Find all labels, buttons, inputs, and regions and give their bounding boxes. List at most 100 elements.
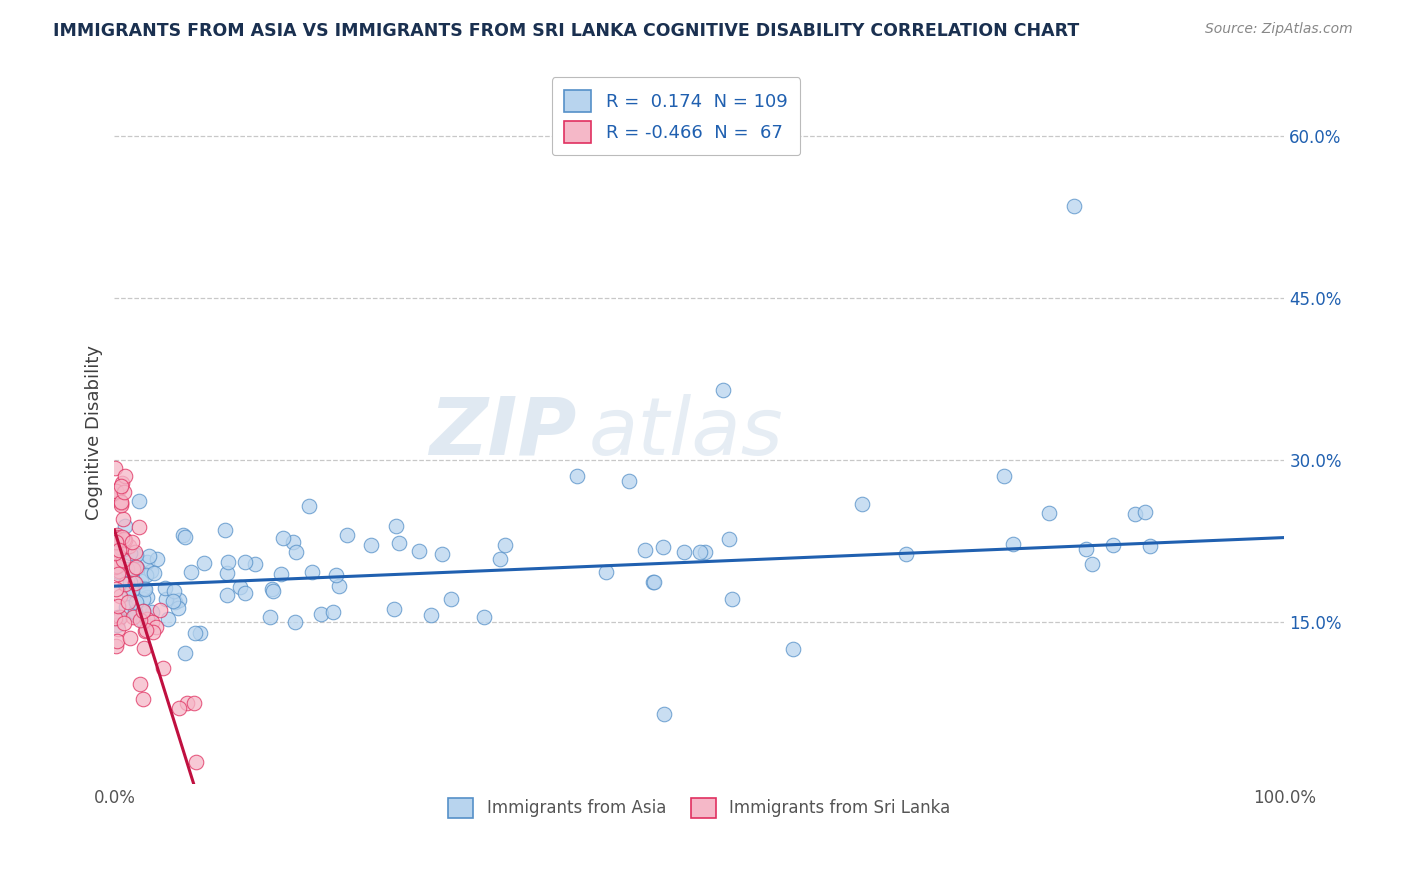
Point	[270, 567, 292, 582]
Point	[894, 547, 917, 561]
Point	[107, 567, 129, 582]
Point	[136, 555, 159, 569]
Point	[1038, 507, 1060, 521]
Point	[118, 587, 141, 601]
Point	[138, 549, 160, 564]
Point	[1001, 537, 1024, 551]
Point	[135, 612, 157, 626]
Point	[124, 560, 146, 574]
Point	[115, 562, 138, 576]
Point	[284, 544, 307, 558]
Point	[110, 498, 132, 512]
Text: atlas: atlas	[588, 393, 783, 472]
Point	[163, 584, 186, 599]
Point	[440, 591, 463, 606]
Point	[131, 591, 153, 606]
Point	[135, 568, 157, 582]
Point	[193, 557, 215, 571]
Point	[112, 533, 135, 547]
Point	[104, 532, 127, 546]
Point	[114, 577, 136, 591]
Point	[125, 561, 148, 575]
Point	[108, 609, 131, 624]
Point	[135, 590, 157, 604]
Point	[430, 547, 453, 561]
Point	[110, 530, 132, 544]
Point	[174, 647, 197, 661]
Point	[110, 541, 132, 555]
Point	[134, 582, 156, 596]
Point	[112, 542, 135, 557]
Point	[121, 535, 143, 549]
Point	[121, 583, 143, 598]
Point	[228, 580, 250, 594]
Point	[183, 696, 205, 710]
Point	[322, 605, 344, 619]
Point	[243, 557, 266, 571]
Legend: Immigrants from Asia, Immigrants from Sri Lanka: Immigrants from Asia, Immigrants from Sr…	[441, 791, 957, 824]
Point	[110, 535, 132, 549]
Point	[488, 551, 510, 566]
Point	[112, 553, 135, 567]
Point	[634, 543, 657, 558]
Point	[132, 614, 155, 628]
Point	[155, 591, 177, 606]
Point	[335, 528, 357, 542]
Point	[114, 468, 136, 483]
Point	[215, 588, 238, 602]
Point	[117, 595, 139, 609]
Point	[652, 706, 675, 721]
Point	[385, 518, 408, 533]
Point	[107, 622, 129, 636]
Point	[233, 586, 256, 600]
Text: IMMIGRANTS FROM ASIA VS IMMIGRANTS FROM SRI LANKA COGNITIVE DISABILITY CORRELATI: IMMIGRANTS FROM ASIA VS IMMIGRANTS FROM …	[53, 22, 1080, 40]
Point	[128, 677, 150, 691]
Point	[695, 544, 717, 558]
Point	[782, 641, 804, 656]
Point	[993, 469, 1015, 483]
Point	[565, 469, 588, 483]
Y-axis label: Cognitive Disability: Cognitive Disability	[86, 345, 103, 520]
Point	[214, 523, 236, 537]
Point	[110, 495, 132, 509]
Point	[143, 566, 166, 581]
Point	[125, 594, 148, 608]
Point	[107, 610, 129, 624]
Point	[128, 613, 150, 627]
Point	[108, 590, 131, 604]
Point	[162, 593, 184, 607]
Point	[118, 631, 141, 645]
Point	[132, 581, 155, 595]
Point	[176, 696, 198, 710]
Point	[1081, 557, 1104, 571]
Point	[111, 475, 134, 490]
Point	[105, 634, 128, 648]
Point	[273, 531, 295, 545]
Point	[132, 640, 155, 655]
Point	[104, 546, 127, 560]
Point	[1139, 539, 1161, 553]
Point	[167, 701, 190, 715]
Point	[233, 555, 256, 569]
Point	[125, 608, 148, 623]
Point	[689, 545, 711, 559]
Point	[110, 479, 132, 493]
Point	[595, 565, 617, 579]
Point	[134, 624, 156, 638]
Point	[128, 494, 150, 508]
Point	[174, 530, 197, 544]
Point	[1123, 507, 1146, 521]
Point	[124, 575, 146, 590]
Point	[619, 475, 641, 489]
Point	[139, 564, 162, 578]
Point	[118, 546, 141, 560]
Point	[408, 544, 430, 558]
Point	[188, 625, 211, 640]
Point	[104, 560, 127, 574]
Point	[259, 609, 281, 624]
Point	[641, 574, 664, 589]
Point	[107, 612, 129, 626]
Point	[419, 608, 441, 623]
Point	[183, 625, 205, 640]
Point	[217, 555, 239, 569]
